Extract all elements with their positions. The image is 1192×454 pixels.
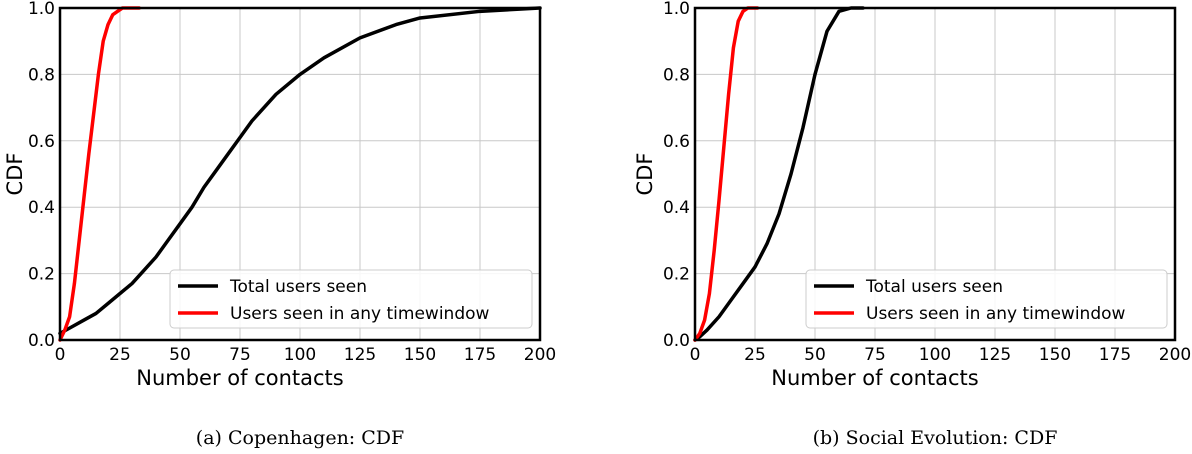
- plot-frame: [58, 6, 542, 342]
- y-tick-label: 1.0: [28, 0, 55, 19]
- x-tick-label: 150: [404, 345, 436, 365]
- y-tick-label: 0.4: [663, 198, 690, 218]
- series-line: [693, 6, 865, 342]
- y-tick-label: 0.8: [663, 65, 690, 85]
- series-line: [58, 6, 542, 336]
- x-tick-label: 175: [464, 345, 496, 365]
- x-tick-label: 200: [524, 345, 556, 365]
- legend-box: [169, 269, 533, 329]
- y-tick-label: 0.6: [663, 132, 690, 152]
- x-tick-label: 125: [344, 345, 376, 365]
- x-tick-label: 75: [229, 345, 251, 365]
- plot-frame: [693, 6, 1177, 342]
- y-tick-label: 0.6: [28, 132, 55, 152]
- x-axis-label: Number of contacts: [136, 366, 343, 390]
- x-tick-label: 50: [169, 345, 191, 365]
- y-tick-label: 1.0: [663, 0, 690, 19]
- x-tick-label: 25: [744, 345, 766, 365]
- legend-label: Users seen in any timewindow: [866, 304, 1126, 324]
- y-tick-label: 0.2: [663, 265, 690, 285]
- legend: Total users seen Users seen in any timewi…: [169, 269, 533, 329]
- x-axis-label: Number of contacts: [771, 366, 978, 390]
- panel-caption: (b) Social Evolution: CDF: [813, 427, 1058, 449]
- x-tick-label: 175: [1099, 345, 1131, 365]
- x-tick-label: 125: [979, 345, 1011, 365]
- x-tick-label: 50: [804, 345, 826, 365]
- legend-label: Total users seen: [229, 277, 367, 297]
- panel-caption: (a) Copenhagen: CDF: [196, 427, 404, 449]
- x-tick-label: 100: [284, 345, 316, 365]
- chart-panel-1: 0 25 50 75 100 125 150 175 200 0.0 0.2 0.4 0.6 0.8 1.0…: [3, 0, 556, 449]
- y-axis-label: CDF: [633, 153, 657, 196]
- legend-box: [805, 269, 1168, 329]
- x-tick-label: 100: [919, 345, 951, 365]
- chart-panel-2: 0 25 50 75 100 125 150 175 200 0.0 0.2 0.4 0.6 0.8 1.0…: [633, 0, 1191, 449]
- x-tick-label: 150: [1039, 345, 1071, 365]
- y-tick-label: 0.0: [28, 331, 55, 351]
- legend-label: Total users seen: [865, 277, 1003, 297]
- series-line: [693, 6, 760, 342]
- y-tick-label: 0.8: [28, 65, 55, 85]
- x-tick-label: 200: [1159, 345, 1191, 365]
- y-axis-label: CDF: [3, 153, 27, 196]
- legend: Total users seen Users seen in any timewi…: [805, 269, 1168, 329]
- x-tick-label: 25: [109, 345, 131, 365]
- y-tick-label: 0.0: [663, 331, 690, 351]
- legend-label: Users seen in any timewindow: [230, 304, 490, 324]
- x-tick-label: 0: [690, 345, 701, 365]
- y-tick-label: 0.4: [28, 198, 55, 218]
- x-tick-label: 75: [864, 345, 886, 365]
- x-tick-label: 0: [55, 345, 66, 365]
- series-line: [58, 6, 141, 342]
- y-tick-label: 0.2: [28, 265, 55, 285]
